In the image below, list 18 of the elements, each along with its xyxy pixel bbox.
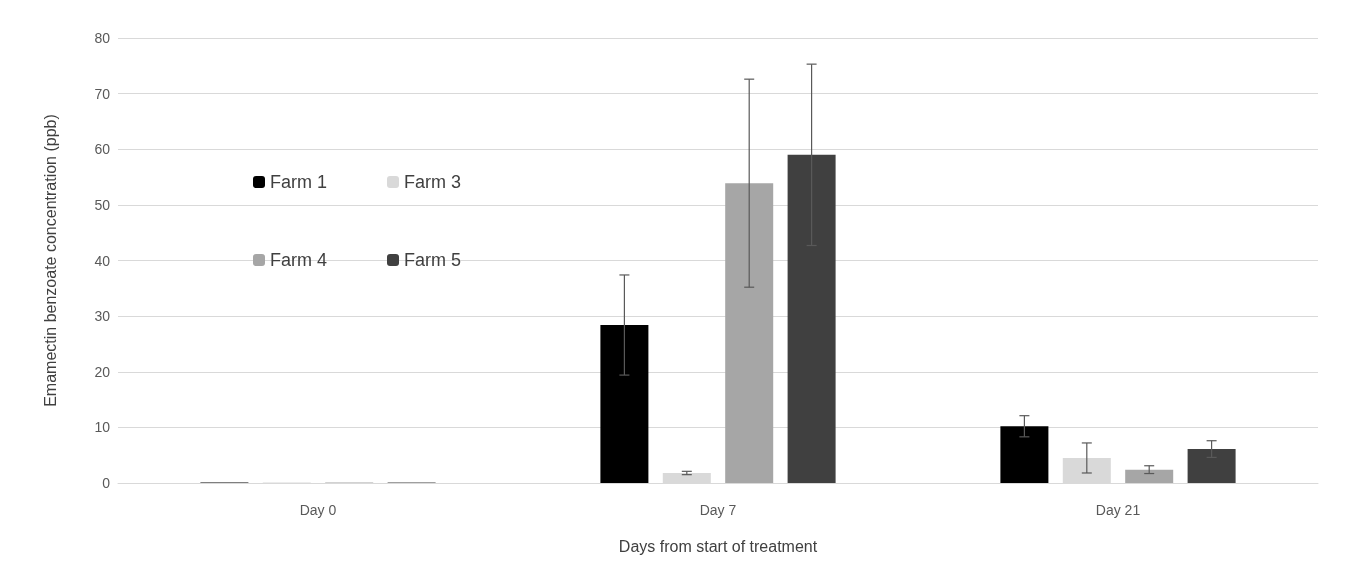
y-tick-label: 60 <box>94 141 111 158</box>
y-tick-label: 80 <box>94 30 111 46</box>
legend-label: Farm 3 <box>404 172 462 192</box>
x-tick-label: Day 21 <box>1095 502 1141 518</box>
y-tick-label: 10 <box>94 419 111 436</box>
y-axis-title: Emamectin benzoate concentration (ppb) <box>41 114 59 407</box>
legend-label: Farm 5 <box>404 250 462 270</box>
y-tick-label: 40 <box>94 252 111 269</box>
y-tick-label: 70 <box>94 85 111 102</box>
x-tick-label: Day 0 <box>299 502 337 518</box>
y-tick-label: 20 <box>94 363 111 380</box>
x-axis-title: Days from start of treatment <box>618 537 818 555</box>
y-tick-label: 0 <box>102 475 111 491</box>
x-tick-label: Day 7 <box>699 502 737 518</box>
legend-label: Farm 4 <box>270 250 328 270</box>
legend-label: Farm 1 <box>270 172 328 192</box>
y-tick-label: 50 <box>94 196 111 213</box>
y-tick-label: 30 <box>94 308 111 325</box>
